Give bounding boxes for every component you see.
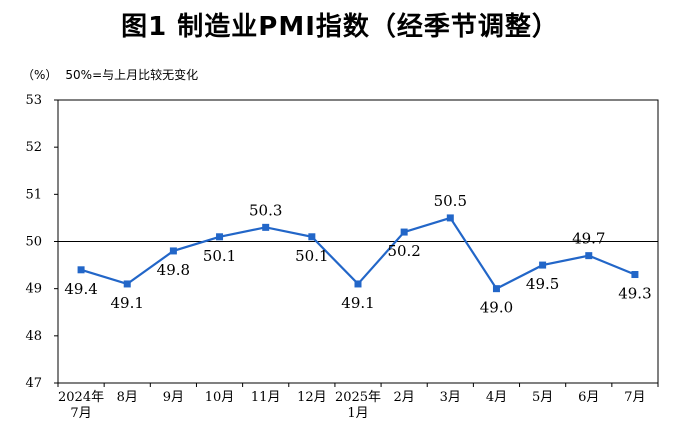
x-tick-label: 11月 <box>251 390 281 405</box>
data-label: 49.7 <box>572 230 605 248</box>
data-label: 50.5 <box>434 192 467 210</box>
x-tick-label: 3月 <box>440 390 461 405</box>
x-tick-label: 7月 <box>624 390 645 405</box>
data-point <box>354 280 362 288</box>
x-tick-label: 8月 <box>117 390 138 405</box>
x-tick-label: 6月 <box>578 390 599 405</box>
data-label: 50.2 <box>387 242 420 260</box>
data-point <box>400 228 408 236</box>
data-label: 49.4 <box>64 280 97 298</box>
data-point <box>492 285 500 293</box>
y-tick-label: 53 <box>25 93 42 108</box>
y-axis-unit: （%） <box>22 68 58 82</box>
x-tick-label: 2025年 <box>335 390 381 405</box>
data-label: 49.3 <box>618 285 651 303</box>
x-tick-label: 9月 <box>163 390 184 405</box>
data-point <box>169 247 177 255</box>
x-tick-label: 2月 <box>394 390 415 405</box>
x-tick-label: 1月 <box>347 406 368 421</box>
data-label: 49.1 <box>111 294 144 312</box>
y-tick-label: 51 <box>25 187 42 202</box>
data-point <box>123 280 131 288</box>
reference-note: 50%=与上月比较无变化 <box>65 68 199 82</box>
y-tick-label: 52 <box>25 140 42 155</box>
unit-note: （%） 50%=与上月比较无变化 <box>22 66 198 83</box>
x-tick-label: 10月 <box>205 390 235 405</box>
data-point <box>539 261 547 269</box>
data-label: 49.0 <box>480 299 513 317</box>
data-point <box>308 233 316 241</box>
x-tick-label: 5月 <box>532 390 553 405</box>
data-point <box>262 223 270 231</box>
y-tick-label: 48 <box>25 329 42 344</box>
data-label: 50.1 <box>295 247 328 265</box>
y-tick-label: 50 <box>25 235 42 250</box>
data-point <box>216 233 224 241</box>
data-label: 49.1 <box>341 294 374 312</box>
data-label: 50.3 <box>249 201 282 219</box>
x-tick-label: 2024年 <box>58 390 104 405</box>
data-point <box>77 266 85 274</box>
x-tick-label: 7月 <box>70 406 91 421</box>
x-tick-label: 12月 <box>297 390 327 405</box>
data-point <box>631 271 639 279</box>
data-point <box>446 214 454 222</box>
data-label: 50.1 <box>203 247 236 265</box>
x-tick-label: 4月 <box>486 390 507 405</box>
data-label: 49.5 <box>526 275 559 293</box>
y-tick-label: 47 <box>25 376 42 391</box>
chart-title: 图1 制造业PMI指数（经季节调整） <box>121 12 559 42</box>
data-point <box>585 252 593 260</box>
data-label: 49.8 <box>157 261 190 279</box>
y-tick-label: 49 <box>25 282 42 297</box>
